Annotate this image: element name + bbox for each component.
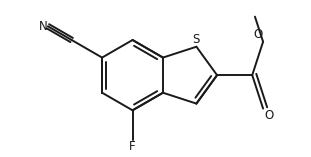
Text: N: N [39, 20, 48, 33]
Text: O: O [264, 109, 273, 122]
Text: F: F [129, 140, 136, 153]
Text: S: S [193, 33, 200, 46]
Text: O: O [254, 28, 263, 41]
